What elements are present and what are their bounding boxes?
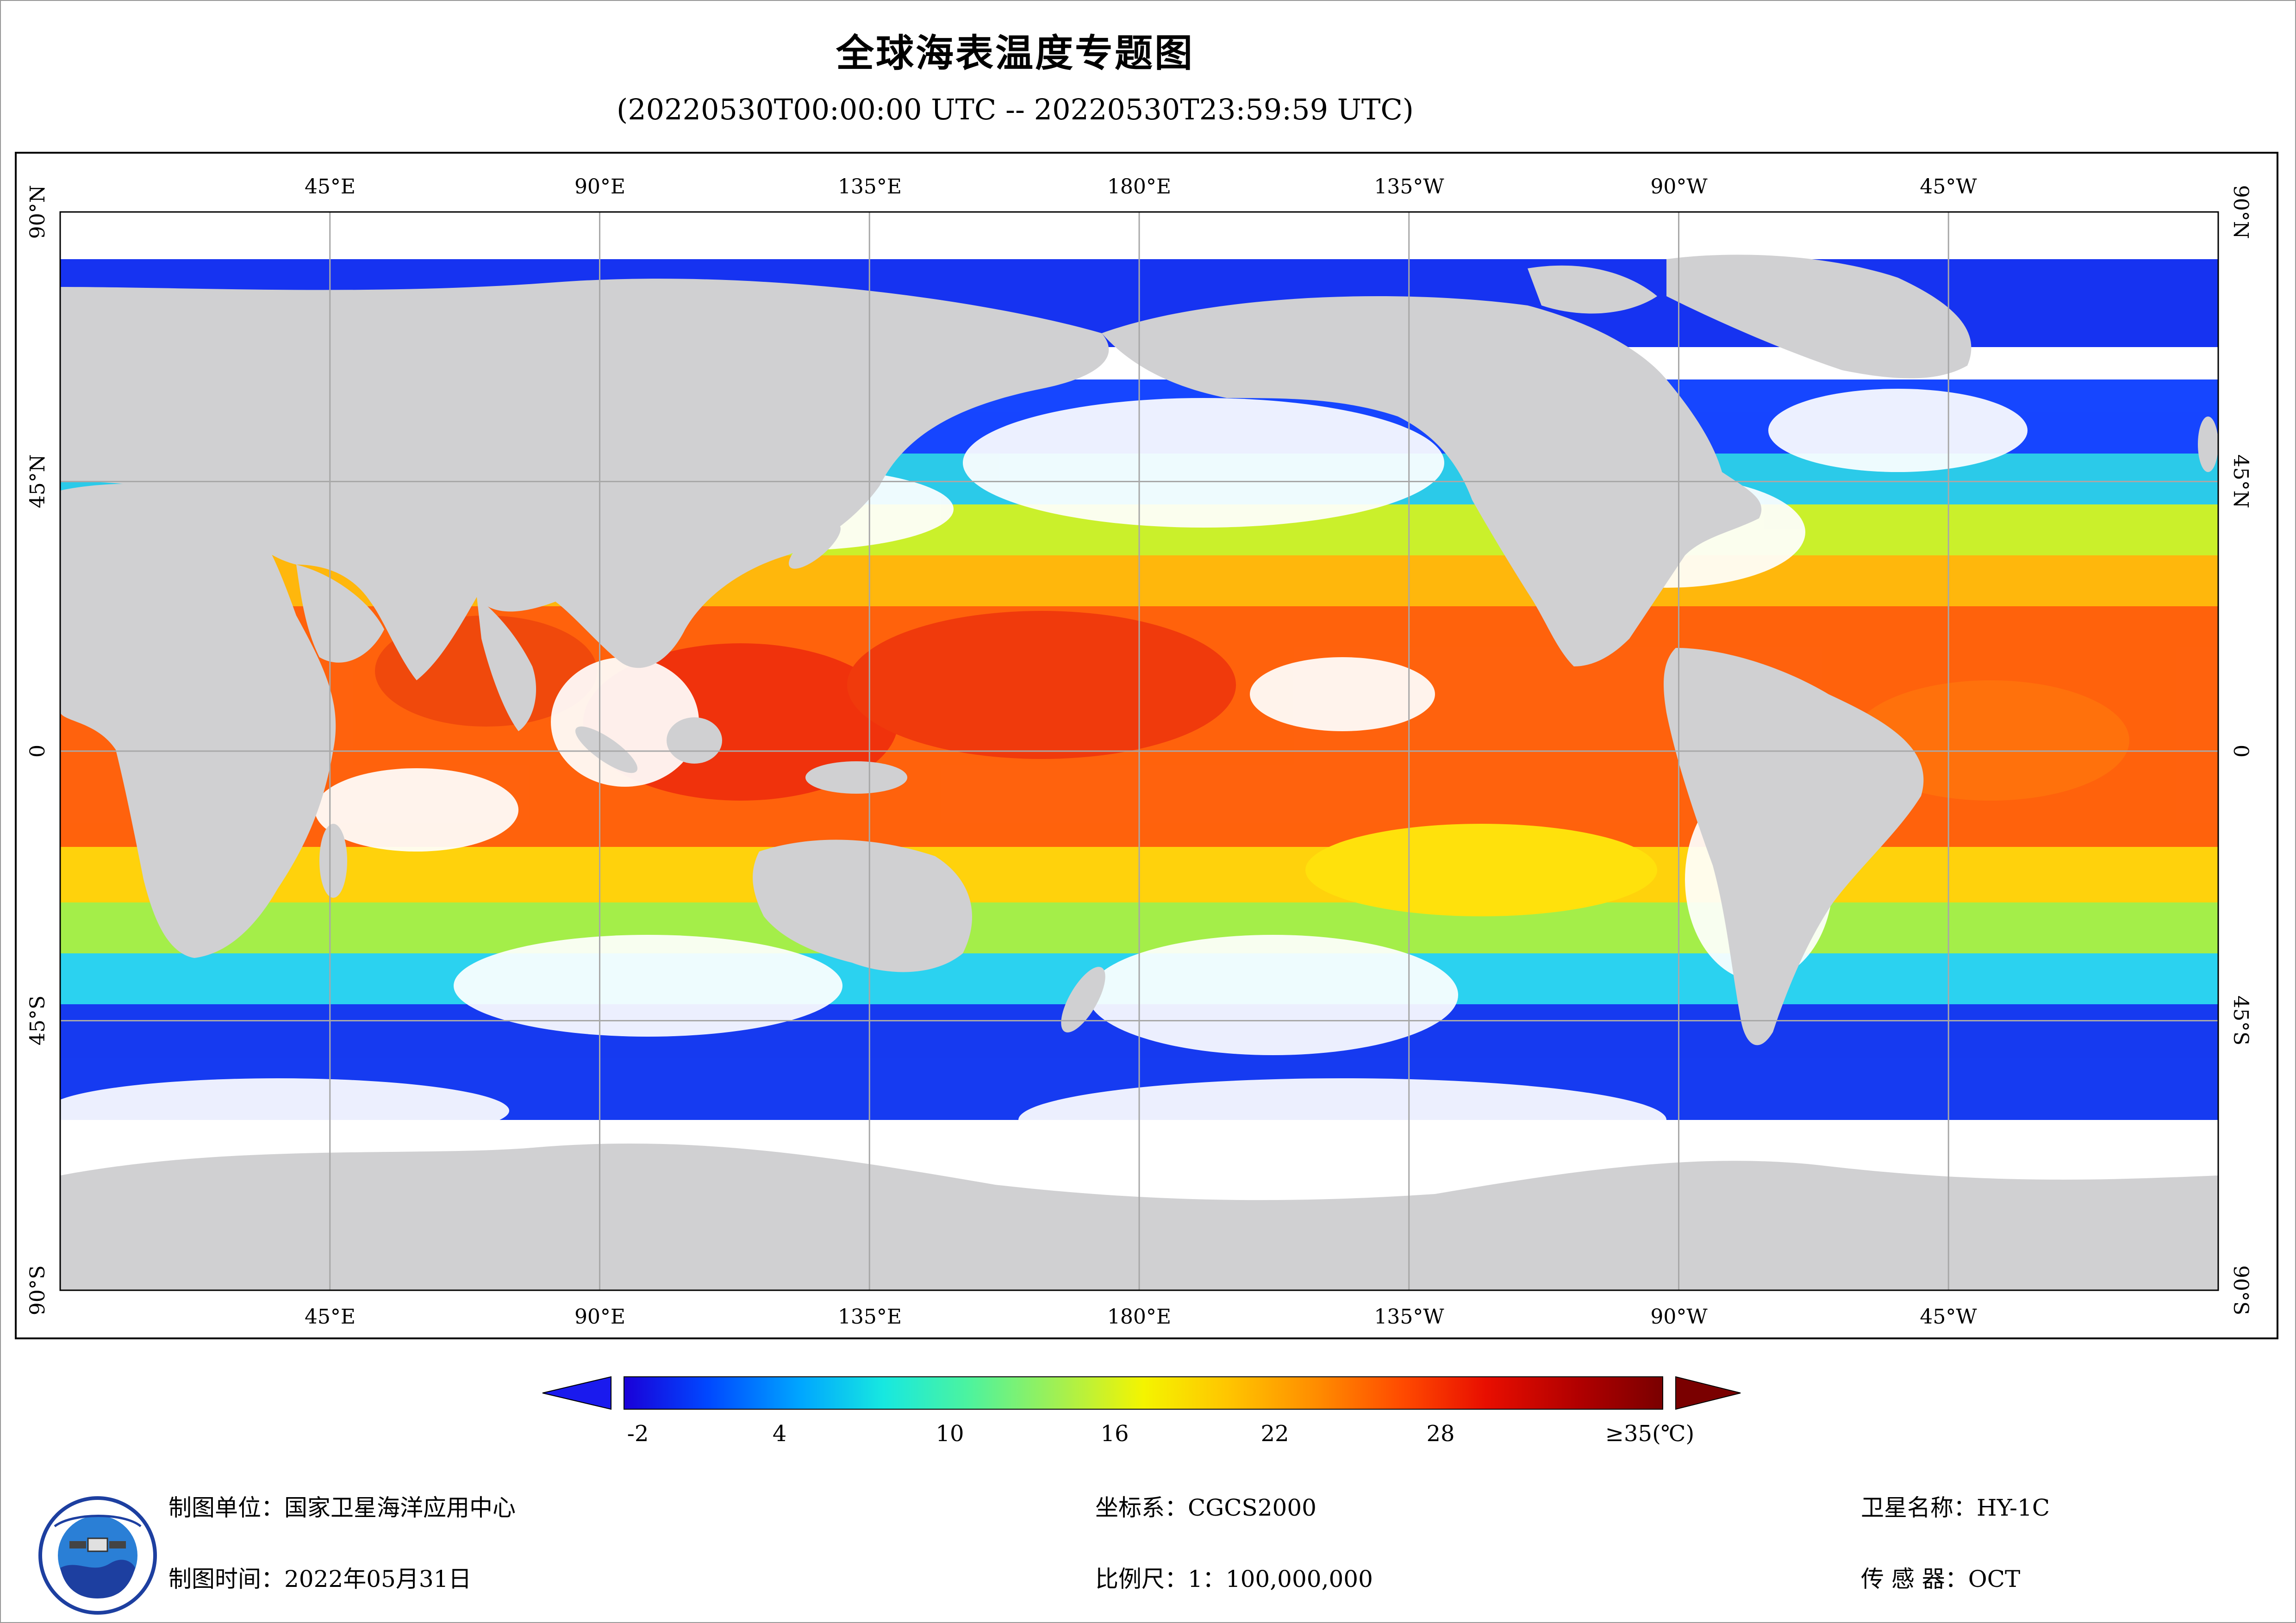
- land-south-america: [1664, 648, 1924, 1045]
- land-madagascar: [319, 824, 347, 898]
- footer-unit: 制图单位：国家卫星海洋应用中心: [168, 1489, 516, 1523]
- footer-scale-label: 比例尺：: [1095, 1566, 1188, 1592]
- colorbar-tick-label: 16: [1100, 1421, 1129, 1447]
- lat-label-right-90n: 90°N: [2229, 185, 2252, 239]
- land-africa: [60, 484, 336, 958]
- land-eurasia: [60, 279, 1109, 680]
- lon-label-bottom-45w: 45°W: [1920, 1305, 1977, 1329]
- lat-labels-right: 90°N 45°N 0 45°S 90°S: [2229, 185, 2252, 1315]
- lat-label-right-90s: 90°S: [2229, 1265, 2252, 1315]
- land-sumatra: [575, 726, 638, 773]
- colorbar-tick-label: 28: [1426, 1421, 1455, 1447]
- lon-label-top-90w: 90°W: [1650, 175, 1708, 199]
- nsoas-logo: [38, 1496, 157, 1615]
- lat-label-right-0: 0: [2229, 745, 2252, 758]
- land-japan: [789, 523, 841, 569]
- lon-label-top-135w: 135°W: [1374, 175, 1444, 199]
- footer-scale-value: 1：100,000,000: [1188, 1566, 1373, 1592]
- lat-label-left-45n: 45°N: [26, 454, 50, 509]
- lon-label-bottom-45e: 45°E: [305, 1305, 356, 1329]
- lon-label-top-45e: 45°E: [305, 175, 356, 199]
- colorbar-gradient: [624, 1376, 1663, 1410]
- map-title: 全球海表温度专题图: [836, 31, 1194, 75]
- footer-satellite-value: HY-1C: [1977, 1494, 2050, 1521]
- footer-unit-label: 制图单位：: [168, 1494, 284, 1521]
- colorbar-tick-label: 10: [936, 1421, 964, 1447]
- lon-label-bottom-135w: 135°W: [1374, 1305, 1444, 1329]
- lon-labels-top: 45°E 90°E 135°E 180°E 135°W 90°W 45°W: [305, 175, 1977, 199]
- colorbar-tick-label: -2: [627, 1421, 649, 1447]
- lon-label-top-90e: 90°E: [574, 175, 625, 199]
- footer-sensor-label: 传 感 器：: [1861, 1566, 1968, 1592]
- lat-labels-left: 90°N 45°N 0 45°S 90°S: [26, 185, 50, 1315]
- footer-time-label: 制图时间：: [168, 1566, 284, 1592]
- colorbar-tick-label: 4: [772, 1421, 787, 1447]
- land-uk: [2198, 417, 2218, 472]
- lat-label-right-45s: 45°S: [2229, 995, 2252, 1045]
- sst-warm-pool-central-pacific: [847, 611, 1236, 759]
- footer-sensor-value: OCT: [1968, 1566, 2021, 1592]
- map-frame: [15, 152, 2278, 1339]
- land-greenland: [1666, 255, 1972, 379]
- lon-label-top-45w: 45°W: [1920, 175, 1977, 199]
- sst-east-pacific: [1305, 824, 1657, 916]
- colorbar-tick-label: 22: [1260, 1421, 1289, 1447]
- lat-label-left-90n: 90°N: [26, 185, 50, 239]
- land-arabia: [296, 565, 384, 663]
- footer-satellite-label: 卫星名称：: [1861, 1494, 1977, 1521]
- land-australia: [753, 839, 972, 972]
- colorbar-tick-label: ≥35(℃): [1605, 1421, 1695, 1447]
- lat-label-right-45n: 45°N: [2229, 454, 2252, 509]
- footer-satellite: 卫星名称：HY-1C: [1861, 1489, 2050, 1523]
- colorbar-underflow-arrow: [542, 1376, 611, 1410]
- land-new-zealand: [1061, 967, 1105, 1032]
- lat-label-left-90s: 90°S: [26, 1265, 50, 1315]
- colorbar: [542, 1376, 1741, 1410]
- lat-label-left-45s: 45°S: [26, 995, 50, 1045]
- land-india: [477, 597, 537, 731]
- lon-label-bottom-180e: 180°E: [1107, 1305, 1171, 1329]
- land-borneo: [667, 717, 722, 764]
- lon-label-top-180e: 180°E: [1107, 175, 1171, 199]
- map-border: [59, 211, 2219, 1291]
- lat-label-left-0: 0: [26, 745, 50, 758]
- footer-crs-label: 坐标系：: [1095, 1494, 1188, 1521]
- lon-labels-bottom: 45°E 90°E 135°E 180°E 135°W 90°W 45°W: [305, 1305, 1977, 1329]
- map-subtitle: (20220530T00:00:00 UTC -- 20220530T23:59…: [617, 93, 1414, 126]
- colorbar-overflow-arrow: [1675, 1376, 1741, 1410]
- lon-label-bottom-135e: 135°E: [838, 1305, 902, 1329]
- footer-crs-value: CGCS2000: [1188, 1494, 1316, 1521]
- footer-crs: 坐标系：CGCS2000: [1095, 1489, 1316, 1523]
- footer-scale: 比例尺：1：100,000,000: [1095, 1561, 1373, 1594]
- lon-label-top-135e: 135°E: [838, 175, 902, 199]
- footer-unit-value: 国家卫星海洋应用中心: [284, 1494, 516, 1521]
- land-arctic-canada: [1528, 265, 1657, 314]
- footer-time-value: 2022年05月31日: [284, 1566, 472, 1592]
- graticule: [60, 212, 2218, 1290]
- lon-label-bottom-90w: 90°W: [1650, 1305, 1708, 1329]
- land-north-america: [1102, 296, 1762, 666]
- footer-sensor: 传 感 器：OCT: [1861, 1561, 2020, 1594]
- footer-time: 制图时间：2022年05月31日: [168, 1561, 472, 1594]
- lon-label-bottom-90e: 90°E: [574, 1305, 625, 1329]
- land-new-guinea: [805, 761, 907, 794]
